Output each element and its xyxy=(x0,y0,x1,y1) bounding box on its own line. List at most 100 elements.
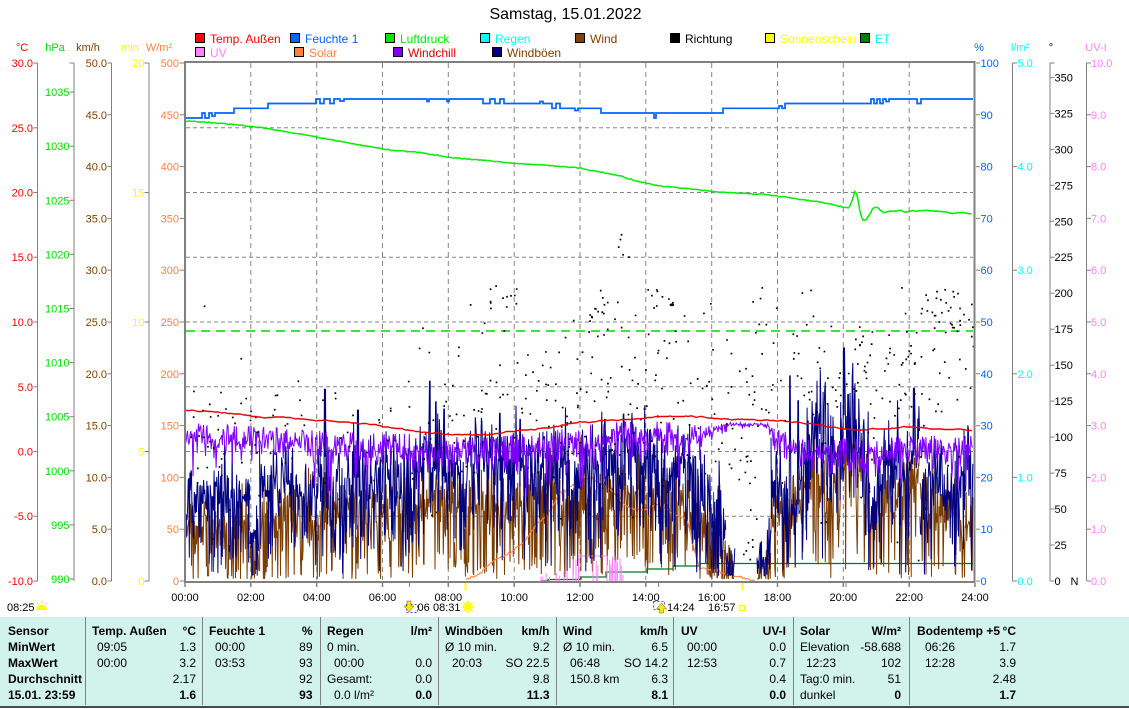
svg-text:20: 20 xyxy=(981,472,993,484)
svg-text:25: 25 xyxy=(1055,540,1067,552)
svg-text:1020: 1020 xyxy=(45,249,69,261)
svg-text:450: 450 xyxy=(161,110,179,122)
svg-text:00:00: 00:00 xyxy=(171,592,199,604)
svg-text:0.0: 0.0 xyxy=(92,576,107,588)
svg-text:1015: 1015 xyxy=(45,304,69,316)
svg-text:150: 150 xyxy=(161,421,179,433)
svg-text:3.0: 3.0 xyxy=(1018,265,1033,277)
svg-text:50: 50 xyxy=(1055,504,1067,516)
svg-text:06:00: 06:00 xyxy=(369,592,397,604)
svg-text:25.0: 25.0 xyxy=(12,123,33,135)
svg-text:30: 30 xyxy=(981,421,993,433)
svg-text:4.0: 4.0 xyxy=(1091,369,1106,381)
svg-text:100: 100 xyxy=(161,472,179,484)
svg-text:-10.0: -10.0 xyxy=(8,576,33,588)
svg-text:08:31: 08:31 xyxy=(433,602,461,614)
svg-text:1035: 1035 xyxy=(45,87,69,99)
svg-text:50: 50 xyxy=(981,317,993,329)
svg-text:1000: 1000 xyxy=(45,466,69,478)
svg-text:04:00: 04:00 xyxy=(303,592,331,604)
svg-text:18:00: 18:00 xyxy=(764,592,792,604)
svg-text:-5.0: -5.0 xyxy=(14,511,33,523)
svg-text:20.0: 20.0 xyxy=(86,369,107,381)
svg-text:20.0: 20.0 xyxy=(12,188,33,200)
svg-text:1025: 1025 xyxy=(45,195,69,207)
svg-text:1.0: 1.0 xyxy=(1018,472,1033,484)
svg-text:15.0: 15.0 xyxy=(86,421,107,433)
svg-text:200: 200 xyxy=(1055,288,1073,300)
svg-text:500: 500 xyxy=(161,58,179,70)
svg-text:90: 90 xyxy=(981,110,993,122)
svg-text:2.0: 2.0 xyxy=(1018,369,1033,381)
svg-text:02:00: 02:00 xyxy=(237,592,265,604)
svg-text:0.0: 0.0 xyxy=(18,447,33,459)
svg-text:7.0: 7.0 xyxy=(1091,213,1106,225)
svg-text:50: 50 xyxy=(167,524,179,536)
svg-text:75: 75 xyxy=(1055,468,1067,480)
svg-text:22:00: 22:00 xyxy=(895,592,923,604)
svg-text:70: 70 xyxy=(981,213,993,225)
svg-text:350: 350 xyxy=(161,213,179,225)
svg-text:150: 150 xyxy=(1055,360,1073,372)
svg-text:12:00: 12:00 xyxy=(566,592,594,604)
svg-text:5: 5 xyxy=(138,447,144,459)
svg-text:225: 225 xyxy=(1055,252,1073,264)
svg-text:5.0: 5.0 xyxy=(1091,317,1106,329)
svg-text:08:25: 08:25 xyxy=(7,602,35,614)
svg-text:10.0: 10.0 xyxy=(12,317,33,329)
svg-text:25.0: 25.0 xyxy=(86,317,107,329)
svg-text:60: 60 xyxy=(981,265,993,277)
svg-text:14:24: 14:24 xyxy=(667,602,695,614)
svg-text:10: 10 xyxy=(132,317,144,329)
svg-text:0: 0 xyxy=(981,576,987,588)
svg-text:4.0: 4.0 xyxy=(1018,162,1033,174)
svg-text:6.0: 6.0 xyxy=(1091,265,1106,277)
svg-text:0: 0 xyxy=(138,576,144,588)
svg-text:30.0: 30.0 xyxy=(12,58,33,70)
svg-text:20:00: 20:00 xyxy=(830,592,858,604)
svg-text:5.0: 5.0 xyxy=(1018,58,1033,70)
svg-text:24:00: 24:00 xyxy=(961,592,989,604)
svg-text:06: 06 xyxy=(418,602,430,614)
svg-text:16:00: 16:00 xyxy=(698,592,726,604)
svg-text:15.0: 15.0 xyxy=(12,252,33,264)
svg-text:30.0: 30.0 xyxy=(86,265,107,277)
svg-text:20: 20 xyxy=(132,58,144,70)
svg-text:80: 80 xyxy=(981,162,993,174)
svg-text:200: 200 xyxy=(161,369,179,381)
svg-text:250: 250 xyxy=(1055,216,1073,228)
svg-text:995: 995 xyxy=(51,520,69,532)
svg-text:8.0: 8.0 xyxy=(1091,162,1106,174)
svg-text:10: 10 xyxy=(981,524,993,536)
svg-text:990: 990 xyxy=(51,574,69,586)
svg-text:40: 40 xyxy=(981,369,993,381)
svg-text:0: 0 xyxy=(1055,576,1061,588)
svg-text:1.0: 1.0 xyxy=(1091,524,1106,536)
svg-text:300: 300 xyxy=(161,265,179,277)
svg-text:100: 100 xyxy=(1055,432,1073,444)
svg-text:0: 0 xyxy=(173,576,179,588)
svg-text:40.0: 40.0 xyxy=(86,162,107,174)
svg-text:175: 175 xyxy=(1055,324,1073,336)
svg-text:15: 15 xyxy=(132,188,144,200)
svg-text:125: 125 xyxy=(1055,396,1073,408)
svg-text:275: 275 xyxy=(1055,180,1073,192)
svg-text:325: 325 xyxy=(1055,108,1073,120)
svg-text:50.0: 50.0 xyxy=(86,58,107,70)
svg-text:300: 300 xyxy=(1055,144,1073,156)
svg-text:1010: 1010 xyxy=(45,358,69,370)
svg-text:350: 350 xyxy=(1055,72,1073,84)
svg-text:14:00: 14:00 xyxy=(632,592,660,604)
svg-text:35.0: 35.0 xyxy=(86,213,107,225)
svg-text:16:57: 16:57 xyxy=(708,602,736,614)
svg-text:1030: 1030 xyxy=(45,141,69,153)
svg-text:45.0: 45.0 xyxy=(86,110,107,122)
svg-text:08:00: 08:00 xyxy=(435,592,463,604)
svg-text:N: N xyxy=(1071,576,1079,588)
svg-text:10.0: 10.0 xyxy=(1091,58,1112,70)
svg-text:0.0: 0.0 xyxy=(1091,576,1106,588)
svg-text:5.0: 5.0 xyxy=(18,382,33,394)
svg-text:0.0: 0.0 xyxy=(1018,576,1033,588)
svg-text:9.0: 9.0 xyxy=(1091,110,1106,122)
svg-text:5.0: 5.0 xyxy=(92,524,107,536)
